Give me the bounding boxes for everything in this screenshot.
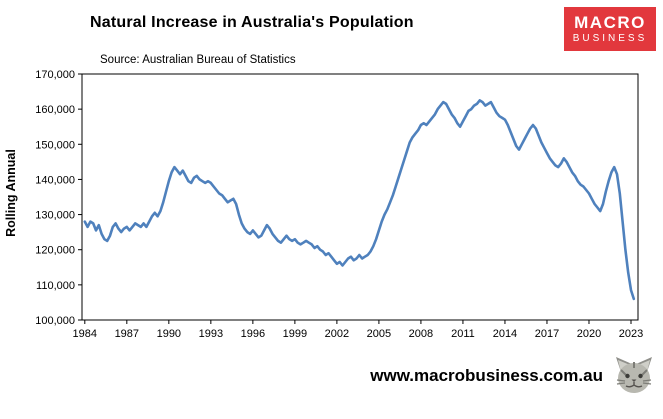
svg-text:1993: 1993 — [199, 328, 223, 340]
chart-source-note: Source: Australian Bureau of Statistics — [100, 54, 296, 66]
lynx-logo-icon — [616, 357, 652, 393]
macrobusiness-logo: MACRO BUSINESS — [564, 7, 656, 51]
data-line — [83, 99, 636, 301]
svg-text:120,000: 120,000 — [35, 245, 75, 257]
svg-text:2008: 2008 — [409, 328, 433, 340]
svg-text:2023: 2023 — [619, 328, 643, 340]
y-axis-ticks: 100,000 110,000 120,000 130,000 140,000 150,0… — [35, 69, 82, 327]
svg-text:1996: 1996 — [241, 328, 265, 340]
svg-text:2014: 2014 — [493, 328, 517, 340]
svg-text:1984: 1984 — [73, 328, 97, 340]
logo-line-macro: MACRO — [574, 12, 646, 32]
svg-text:2017: 2017 — [535, 328, 559, 340]
header: Natural Increase in Australia's Populati… — [0, 0, 663, 54]
svg-text:140,000: 140,000 — [35, 174, 75, 186]
logo-line-business: BUSINESS — [572, 32, 648, 44]
svg-text:100,000: 100,000 — [35, 315, 75, 327]
plot-border — [81, 73, 639, 321]
svg-text:2005: 2005 — [367, 328, 391, 340]
svg-text:1987: 1987 — [115, 328, 139, 340]
svg-text:110,000: 110,000 — [36, 280, 75, 292]
svg-text:1999: 1999 — [283, 328, 307, 340]
svg-text:150,000: 150,000 — [35, 139, 75, 151]
svg-text:2020: 2020 — [577, 328, 601, 340]
svg-text:160,000: 160,000 — [35, 104, 75, 116]
svg-text:2011: 2011 — [451, 328, 475, 340]
svg-text:130,000: 130,000 — [35, 210, 75, 222]
svg-text:170,000: 170,000 — [35, 69, 75, 81]
y-axis-label: Rolling Annual — [4, 149, 18, 237]
footer-url: www.macrobusiness.com.au — [370, 366, 603, 385]
footer: www.macrobusiness.com.au — [0, 346, 663, 396]
y-axis-label-wrap: Rolling Annual — [2, 68, 20, 346]
chart-title: Natural Increase in Australia's Populati… — [90, 14, 414, 31]
chart-area: Rolling Annual 100,000 110,000 120,000 130,… — [0, 68, 663, 346]
svg-text:2002: 2002 — [325, 328, 349, 340]
svg-text:1990: 1990 — [157, 328, 181, 340]
x-axis-ticks: 1984 1987 1990 1993 1996 1999 2002 2005 2008 2011… — [73, 320, 643, 340]
line-chart: 100,000 110,000 120,000 130,000 140,000 150,0… — [35, 69, 643, 340]
